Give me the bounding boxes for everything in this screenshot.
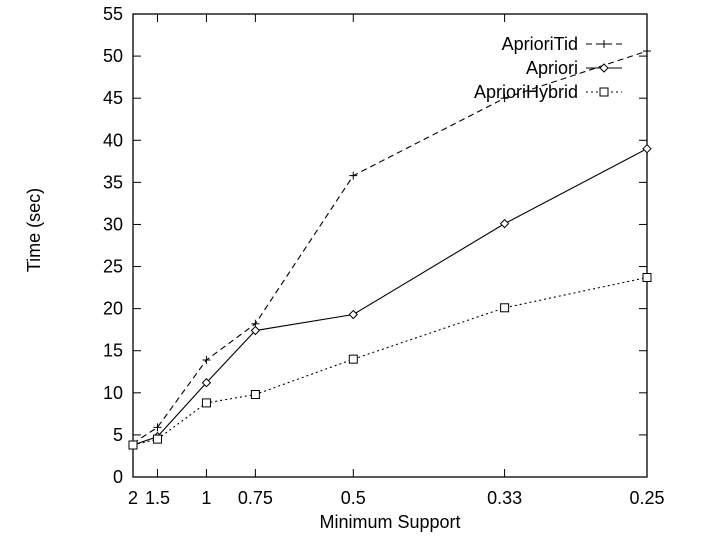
y-tick-label: 20 xyxy=(103,299,123,319)
legend-label: AprioriHybrid xyxy=(474,82,578,102)
y-tick-label: 50 xyxy=(103,46,123,66)
y-tick-label: 55 xyxy=(103,4,123,24)
y-tick-label: 25 xyxy=(103,257,123,277)
data-point-apriori xyxy=(201,378,212,388)
y-tick-label: 45 xyxy=(103,88,123,108)
y-axis-ticks: 0 5 10 15 20 25 30 35 40 45 50 55 xyxy=(103,4,647,487)
x-tick-label: 1 xyxy=(201,488,211,508)
x-tick-label: 0.75 xyxy=(238,488,273,508)
legend-item-aprioritid: AprioriTid xyxy=(502,34,622,54)
legend-label: Apriori xyxy=(526,58,578,78)
x-axis-ticks: 2 1.5 1 0.75 0.5 0.33 0.25 xyxy=(128,14,665,508)
legend-marker xyxy=(599,87,609,97)
series-aprioritid xyxy=(129,47,651,448)
legend-item-apriorihybrid: AprioriHybrid xyxy=(474,82,622,102)
data-point-aprioritid xyxy=(349,171,358,180)
legend-label: AprioriTid xyxy=(502,34,578,54)
y-axis-label: Time (sec) xyxy=(24,188,44,272)
y-tick-label: 30 xyxy=(103,214,123,234)
data-point-apriorihybrid xyxy=(642,272,652,282)
data-point-apriori xyxy=(499,218,510,229)
data-point-apriorihybrid xyxy=(250,390,260,400)
data-point-aprioritid xyxy=(153,423,162,432)
legend-marker xyxy=(599,63,609,73)
x-tick-label: 2 xyxy=(128,488,138,508)
series-line-aprioritid xyxy=(132,50,648,444)
data-point-apriori xyxy=(348,309,358,320)
x-tick-label: 1.5 xyxy=(145,488,170,508)
data-point-aprioritid xyxy=(500,94,509,103)
series-line-apriorihybrid xyxy=(132,276,648,446)
data-point-aprioritid xyxy=(643,47,651,56)
x-tick-label: 0.5 xyxy=(341,488,366,508)
y-tick-label: 35 xyxy=(103,172,123,192)
data-point-apriorihybrid xyxy=(348,354,358,364)
y-tick-label: 40 xyxy=(103,130,123,150)
legend: AprioriTid Apriori AprioriHybrid xyxy=(474,34,622,102)
data-point-apriorihybrid xyxy=(152,434,162,444)
x-tick-label: 0.33 xyxy=(487,488,522,508)
data-point-apriori xyxy=(250,325,261,336)
legend-marker xyxy=(600,40,608,48)
y-tick-label: 5 xyxy=(113,425,123,445)
x-axis-label: Minimum Support xyxy=(319,512,460,532)
x-tick-label: 0.25 xyxy=(629,488,664,508)
plot-frame xyxy=(132,13,648,478)
series-layer xyxy=(128,47,652,450)
y-tick-label: 15 xyxy=(103,341,123,361)
data-point-apriorihybrid xyxy=(500,303,510,313)
series-apriorihybrid xyxy=(128,272,652,450)
data-point-apriori xyxy=(642,143,652,154)
data-point-apriorihybrid xyxy=(201,398,211,408)
y-tick-label: 0 xyxy=(113,467,123,487)
data-point-aprioritid xyxy=(202,355,211,364)
data-point-apriorihybrid xyxy=(128,440,138,450)
legend-item-apriori: Apriori xyxy=(526,58,622,78)
y-tick-label: 10 xyxy=(103,383,123,403)
